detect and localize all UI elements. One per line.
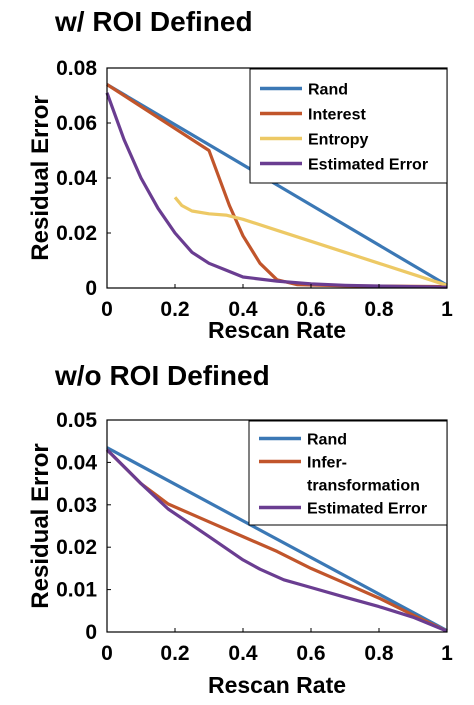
y-tick-label: 0.02 [56, 222, 97, 245]
x-axis-label: Rescan Rate [208, 317, 346, 340]
x-tick-label: 0.4 [228, 642, 258, 665]
x-tick-label: 0 [101, 642, 113, 665]
x-tick-label: 0.6 [296, 298, 325, 321]
legend-label: Interest [308, 107, 366, 124]
panel-title-top: w/ ROI Defined [55, 6, 253, 37]
y-tick-label: 0.08 [56, 57, 97, 80]
panel-title-bottom: w/o ROI Defined [55, 360, 270, 391]
plot-frame [106, 419, 448, 633]
x-tick-label: 1 [441, 642, 453, 665]
x-tick-label: 0.2 [160, 298, 189, 321]
x-axis-label: Rescan Rate [208, 672, 346, 698]
legend-label: transformation [307, 478, 420, 495]
y-tick-label: 0.06 [56, 112, 97, 135]
y-tick-label: 0.01 [56, 579, 97, 602]
series-line-rand [106, 446, 448, 633]
x-tick-label: 0.8 [364, 298, 394, 321]
legend-label: Estimated Error [308, 157, 428, 174]
y-tick-label: 0 [85, 277, 97, 300]
series-line-infer-transformation [105, 448, 448, 633]
chart-roi-defined: 0 0.2 0.4 0.6 0.8 1 0 0.02 0.04 0.06 0.08 Rescan Ra… [27, 57, 453, 340]
y-tick-label: 0.03 [56, 494, 97, 517]
legend-label: Entropy [308, 132, 369, 149]
y-axis-label: Residual Error [27, 95, 54, 260]
x-tick-label: 0.4 [228, 298, 258, 321]
y-tick-label: 0 [85, 621, 97, 644]
series-line-rand [106, 83, 448, 287]
y-tick-label: 0.05 [56, 409, 97, 432]
y-tick-label: 0.04 [56, 167, 97, 190]
series-line-estimated-error [105, 448, 448, 633]
x-tick-label: 0 [101, 298, 113, 321]
legend-label: Rand [307, 432, 347, 449]
x-tick-label: 0.8 [364, 642, 394, 665]
series-line-estimated-error [105, 92, 448, 289]
legend-label: Rand [308, 82, 348, 99]
y-tick-label: 0.02 [56, 536, 97, 559]
chart-roi-undefined: 0 0.2 0.4 0.6 0.8 1 0 0.01 0.02 0.03 0.04 0.05 Resca… [27, 409, 453, 698]
legend-label: Estimated Error [307, 501, 427, 518]
y-tick-label: 0.04 [56, 451, 97, 474]
x-tick-label: 0.2 [160, 642, 189, 665]
legend-label: Infer- [307, 455, 347, 472]
series-line-entropy [173, 196, 448, 287]
x-tick-label: 1 [441, 298, 453, 321]
x-tick-label: 0.6 [296, 642, 325, 665]
y-axis-label: Residual Error [27, 443, 54, 608]
